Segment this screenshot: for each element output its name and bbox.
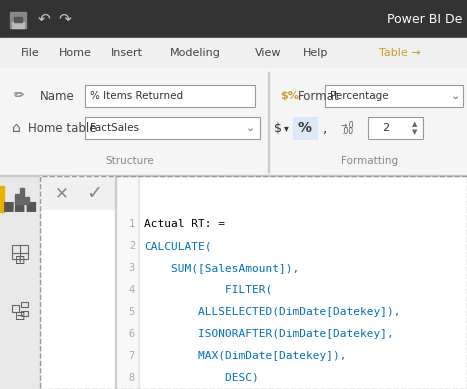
Text: ⌄: ⌄	[450, 91, 460, 101]
Bar	[0, 68, 467, 176]
Text: ⊟: ⊟	[15, 310, 25, 322]
Bar	[40, 176, 115, 210]
Text: Format: Format	[298, 89, 340, 102]
Bar	[12, 245, 28, 259]
Text: DESC): DESC)	[144, 373, 259, 383]
Bar	[0, 175, 467, 176]
Text: Actual RT: =: Actual RT: =	[144, 219, 225, 229]
Text: .00: .00	[341, 126, 353, 135]
Text: 4: 4	[129, 285, 135, 295]
Text: Formatting: Formatting	[341, 156, 398, 166]
Bar	[10, 12, 26, 28]
Text: ✏: ✏	[14, 89, 24, 102]
Bar	[0, 38, 467, 68]
Bar	[85, 85, 255, 107]
Bar	[138, 176, 139, 389]
Text: FactSales: FactSales	[90, 123, 139, 133]
Bar	[20, 188, 24, 204]
Text: Structure: Structure	[106, 156, 155, 166]
Text: 5: 5	[129, 307, 135, 317]
Bar	[0, 0, 467, 38]
Text: ALLSELECTED(DimDate[Datekey]),: ALLSELECTED(DimDate[Datekey]),	[144, 307, 401, 317]
Bar	[40, 176, 467, 389]
Text: CALCULATE(: CALCULATE(	[144, 241, 212, 251]
Text: ✓: ✓	[86, 184, 102, 203]
Bar	[15, 194, 19, 204]
Text: $: $	[274, 121, 282, 135]
Text: $%: $%	[280, 91, 299, 101]
Bar	[325, 85, 463, 107]
Text: ▲: ▲	[412, 121, 417, 127]
Text: File: File	[21, 48, 39, 58]
Text: Home: Home	[58, 48, 92, 58]
Text: Name: Name	[40, 89, 75, 102]
Bar	[12, 305, 19, 312]
Text: ⌄: ⌄	[245, 123, 255, 133]
Text: View: View	[255, 48, 281, 58]
Text: ⌂: ⌂	[12, 121, 21, 135]
Text: 7: 7	[129, 351, 135, 361]
Text: MAX(DimDate[Datekey]),: MAX(DimDate[Datekey]),	[144, 351, 347, 361]
Text: 8: 8	[129, 373, 135, 383]
Bar	[25, 197, 29, 204]
Text: ↶: ↶	[38, 12, 50, 26]
Text: ,: ,	[323, 121, 327, 135]
Text: ▼: ▼	[412, 129, 417, 135]
Bar	[21, 311, 28, 316]
Text: Home table: Home table	[28, 121, 97, 135]
Text: 3: 3	[129, 263, 135, 273]
Text: ⊞: ⊞	[15, 254, 25, 268]
Text: 2: 2	[129, 241, 135, 251]
Text: 1: 1	[129, 219, 135, 229]
Bar	[368, 117, 423, 139]
Bar	[115, 176, 116, 389]
Text: Help: Help	[303, 48, 329, 58]
Text: FILTER(: FILTER(	[144, 285, 272, 295]
Bar	[293, 117, 317, 139]
Text: % Items Returned: % Items Returned	[90, 91, 183, 101]
Bar	[116, 176, 467, 389]
Bar	[14, 17, 22, 22]
Bar	[116, 176, 138, 389]
Text: 2: 2	[382, 123, 389, 133]
Text: Modeling: Modeling	[170, 48, 220, 58]
Text: Table →: Table →	[379, 48, 421, 58]
Bar	[21, 302, 28, 307]
Text: ▾: ▾	[283, 123, 289, 133]
Bar	[0, 186, 4, 212]
Text: ISONORAFTER(DimDate[Datekey],: ISONORAFTER(DimDate[Datekey],	[144, 329, 394, 339]
Text: ■■■: ■■■	[2, 200, 38, 212]
Text: SUM([SalesAmount]),: SUM([SalesAmount]),	[144, 263, 299, 273]
Bar	[268, 72, 269, 172]
Text: Power BI De: Power BI De	[387, 12, 462, 26]
Text: 6: 6	[129, 329, 135, 339]
Text: Percentage: Percentage	[330, 91, 389, 101]
Text: Insert: Insert	[111, 48, 143, 58]
Text: %: %	[298, 121, 312, 135]
Text: ↷: ↷	[59, 12, 71, 26]
Bar	[12, 22, 24, 28]
Text: →.0: →.0	[341, 121, 354, 130]
Bar	[85, 117, 260, 139]
Text: ✕: ✕	[55, 184, 69, 202]
Bar	[0, 176, 40, 389]
